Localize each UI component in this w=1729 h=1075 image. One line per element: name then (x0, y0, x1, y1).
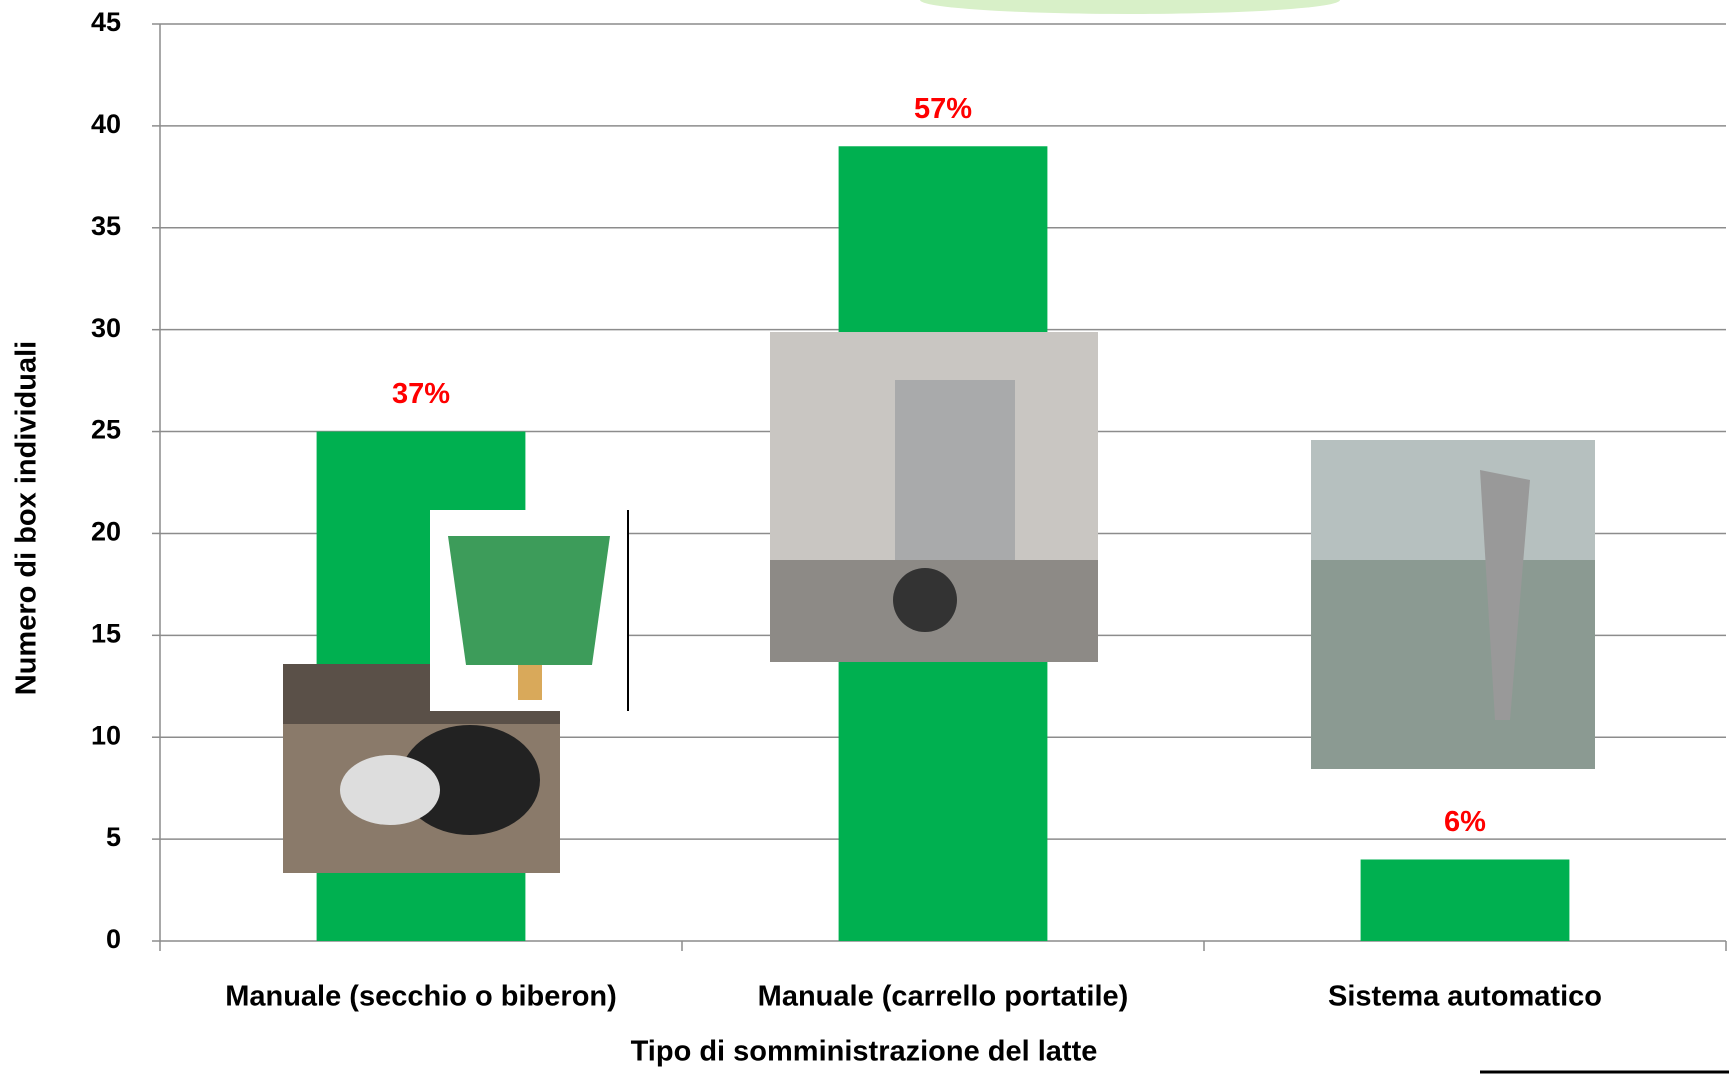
decoration (920, 0, 1340, 14)
y-tick-label: 25 (91, 415, 121, 445)
y-tick-label: 20 (91, 517, 121, 547)
x-tick-label: Sistema automatico (1328, 981, 1602, 1013)
photo-bucket (430, 510, 628, 711)
y-tick-label: 45 (91, 7, 121, 37)
annotation: 57% (914, 93, 972, 125)
chart: Tipo di somministrazione del latte Numer… (0, 0, 1729, 1075)
y-axis-title: Numero di box individuali (11, 341, 43, 695)
y-tick-label: 15 (91, 618, 121, 648)
x-axis-title: Tipo di somministrazione del latte (631, 1036, 1098, 1068)
y-tick-label: 0 (106, 924, 121, 954)
y-tick-label: 35 (91, 211, 121, 241)
y-tick-label: 40 (91, 109, 121, 139)
y-tick-label: 5 (106, 822, 121, 852)
annotation: 6% (1444, 806, 1486, 838)
y-tick-label: 30 (91, 313, 121, 343)
photo-cart (770, 332, 1098, 662)
x-tick-label: Manuale (secchio o biberon) (225, 981, 617, 1013)
annotation: 37% (392, 378, 450, 410)
photo-automatic (1311, 440, 1595, 769)
y-tick-label: 10 (91, 720, 121, 750)
bar (1361, 859, 1570, 941)
x-tick-label: Manuale (carrello portatile) (758, 981, 1129, 1013)
